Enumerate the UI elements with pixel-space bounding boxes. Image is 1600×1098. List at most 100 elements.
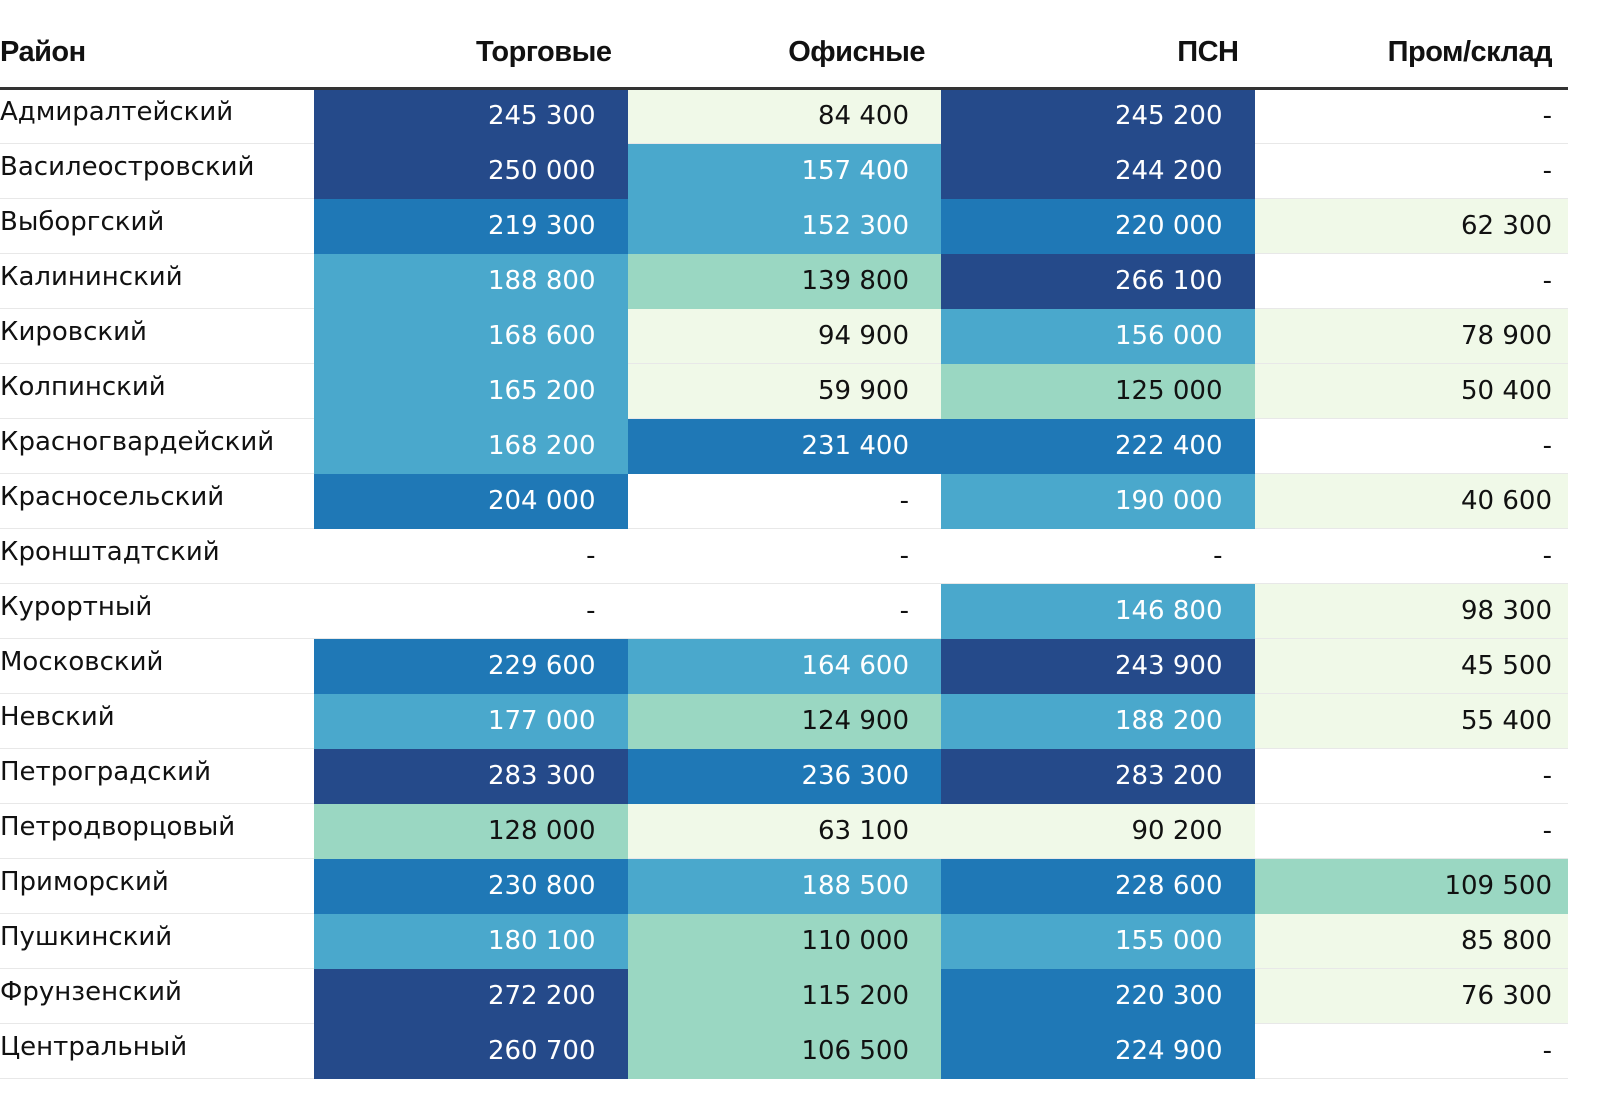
table-row: Колпинский 165 200 59 900 125 000 50 400 (0, 363, 1568, 419)
value-cell-psn: 244 200 (941, 143, 1255, 199)
value-cell-office: 106 500 (627, 1023, 941, 1079)
table-row: Невский 177 000 124 900 188 200 55 400 (0, 693, 1568, 749)
district-name: Невский (0, 693, 314, 749)
value-cell-psn: 266 100 (941, 253, 1255, 309)
value-cell-psn: 220 300 (941, 968, 1255, 1024)
column-header-district: Район (0, 0, 314, 90)
district-name: Московский (0, 638, 314, 694)
value-cell-psn: 220 000 (941, 198, 1255, 254)
table-row: Пушкинский 180 100 110 000 155 000 85 800 (0, 913, 1568, 969)
value-cell-industrial-warehouse: - (1254, 143, 1568, 199)
value-cell-psn: 243 900 (941, 638, 1255, 694)
value-cell-psn: 90 200 (941, 803, 1255, 859)
column-header-office: Офисные (627, 0, 941, 90)
value-cell-retail: 128 000 (314, 803, 628, 859)
table-row: Кронштадтский - - - - (0, 528, 1568, 584)
value-cell-office: 110 000 (627, 913, 941, 969)
value-cell-retail: 230 800 (314, 858, 628, 914)
table-row: Красносельский 204 000-190 000 40 600 (0, 473, 1568, 529)
value-cell-office: 59 900 (627, 363, 941, 419)
district-name: Пушкинский (0, 913, 314, 969)
heatmap-table: Район Торговые Офисные ПСН Пром/склад Ад… (0, 0, 1568, 1079)
district-name: Колпинский (0, 363, 314, 419)
value-cell-industrial-warehouse: 40 600 (1254, 473, 1568, 529)
value-cell-psn: 228 600 (941, 858, 1255, 914)
value-cell-office: 63 100 (627, 803, 941, 859)
district-name: Петроградский (0, 748, 314, 804)
value-cell-retail: - (314, 528, 628, 584)
value-cell-retail: 180 100 (314, 913, 628, 969)
table-row: Курортный - -146 800 98 300 (0, 583, 1568, 639)
value-cell-retail: - (314, 583, 628, 639)
district-name: Центральный (0, 1023, 314, 1079)
value-cell-psn: 155 000 (941, 913, 1255, 969)
table-row: Московский 229 600 164 600 243 900 45 500 (0, 638, 1568, 694)
value-cell-psn: 188 200 (941, 693, 1255, 749)
value-cell-retail: 204 000 (314, 473, 628, 529)
district-name: Калининский (0, 253, 314, 309)
table-row: Петроградский 283 300 236 300 283 200- (0, 748, 1568, 804)
table-row: Адмиралтейский 245 300 84 400 245 200- (0, 88, 1568, 144)
value-cell-industrial-warehouse: - (1254, 88, 1568, 144)
district-name: Фрунзенский (0, 968, 314, 1024)
district-name: Кировский (0, 308, 314, 364)
value-cell-office: 231 400 (627, 418, 941, 474)
table-row: Кировский 168 600 94 900 156 000 78 900 (0, 308, 1568, 364)
value-cell-psn: 146 800 (941, 583, 1255, 639)
value-cell-office: - (627, 583, 941, 639)
header-row: Район Торговые Офисные ПСН Пром/склад (0, 0, 1568, 90)
district-name: Петродворцовый (0, 803, 314, 859)
value-cell-office: 188 500 (627, 858, 941, 914)
table-row: Петродворцовый 128 000 63 100 90 200- (0, 803, 1568, 859)
value-cell-psn: - (941, 528, 1255, 584)
value-cell-industrial-warehouse: 85 800 (1254, 913, 1568, 969)
value-cell-psn: 125 000 (941, 363, 1255, 419)
value-cell-office: 164 600 (627, 638, 941, 694)
value-cell-industrial-warehouse: - (1254, 803, 1568, 859)
value-cell-psn: 283 200 (941, 748, 1255, 804)
district-name: Красносельский (0, 473, 314, 529)
value-cell-industrial-warehouse: - (1254, 1023, 1568, 1079)
value-cell-retail: 250 000 (314, 143, 628, 199)
table-row: Фрунзенский 272 200 115 200 220 300 76 300 (0, 968, 1568, 1024)
table-row: Василеостровский 250 000 157 400 244 200- (0, 143, 1568, 199)
value-cell-retail: 165 200 (314, 363, 628, 419)
table-row: Центральный 260 700 106 500 224 900- (0, 1023, 1568, 1079)
value-cell-retail: 245 300 (314, 88, 628, 144)
column-header-retail: Торговые (314, 0, 628, 90)
value-cell-office: 115 200 (627, 968, 941, 1024)
value-cell-industrial-warehouse: - (1254, 253, 1568, 309)
value-cell-retail: 229 600 (314, 638, 628, 694)
value-cell-office: 94 900 (627, 308, 941, 364)
district-name: Василеостровский (0, 143, 314, 199)
value-cell-industrial-warehouse: 76 300 (1254, 968, 1568, 1024)
value-cell-psn: 222 400 (941, 418, 1255, 474)
value-cell-retail: 219 300 (314, 198, 628, 254)
value-cell-retail: 177 000 (314, 693, 628, 749)
value-cell-retail: 188 800 (314, 253, 628, 309)
district-name: Выборгский (0, 198, 314, 254)
table-row: Калининский 188 800 139 800 266 100- (0, 253, 1568, 309)
value-cell-office: 124 900 (627, 693, 941, 749)
table-row: Приморский 230 800 188 500 228 600 109 500 (0, 858, 1568, 914)
value-cell-industrial-warehouse: 98 300 (1254, 583, 1568, 639)
district-name: Красногвардейский (0, 418, 314, 474)
value-cell-office: 236 300 (627, 748, 941, 804)
value-cell-office: 139 800 (627, 253, 941, 309)
value-cell-industrial-warehouse: 50 400 (1254, 363, 1568, 419)
value-cell-office: 157 400 (627, 143, 941, 199)
district-name: Адмиралтейский (0, 88, 314, 144)
value-cell-retail: 168 600 (314, 308, 628, 364)
value-cell-retail: 283 300 (314, 748, 628, 804)
district-name: Кронштадтский (0, 528, 314, 584)
value-cell-industrial-warehouse: - (1254, 528, 1568, 584)
value-cell-office: 152 300 (627, 198, 941, 254)
value-cell-office: - (627, 528, 941, 584)
value-cell-industrial-warehouse: 109 500 (1254, 858, 1568, 914)
district-name: Приморский (0, 858, 314, 914)
value-cell-office: - (627, 473, 941, 529)
value-cell-psn: 156 000 (941, 308, 1255, 364)
value-cell-industrial-warehouse: 45 500 (1254, 638, 1568, 694)
table-body: Адмиралтейский 245 300 84 400 245 200- Васил… (0, 88, 1568, 1079)
value-cell-retail: 168 200 (314, 418, 628, 474)
